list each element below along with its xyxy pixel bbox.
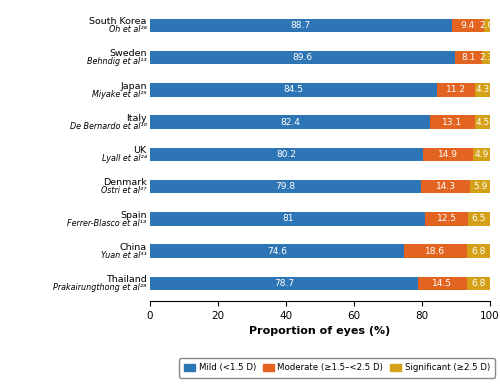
Text: Behndig et al¹³: Behndig et al¹³ [87,58,146,66]
Text: 14.9: 14.9 [438,150,458,159]
Text: Prakairungthong et al²⁸: Prakairungthong et al²⁸ [53,283,146,292]
Bar [422,180,470,193]
Text: 6.5: 6.5 [472,214,486,223]
Bar [468,212,490,226]
X-axis label: Proportion of eyes (%): Proportion of eyes (%) [250,326,390,336]
Text: 13.1: 13.1 [442,118,462,127]
Text: 2.3: 2.3 [479,53,493,62]
Bar [454,51,482,64]
Text: 79.8: 79.8 [276,182,295,191]
Text: 84.5: 84.5 [284,85,304,95]
Bar [150,244,404,258]
Text: Italy: Italy [126,114,146,123]
Text: South Korea: South Korea [89,17,146,26]
Text: 6.8: 6.8 [472,247,486,256]
Bar [150,147,422,161]
Bar [404,244,467,258]
Text: 89.6: 89.6 [292,53,312,62]
Text: De Bernardo et al¹⁶: De Bernardo et al¹⁶ [70,122,146,131]
Bar [430,115,474,129]
Text: 82.4: 82.4 [280,118,300,127]
Text: 9.4: 9.4 [460,21,474,30]
Text: Miyake et al²⁵: Miyake et al²⁵ [92,90,146,98]
Text: 4.3: 4.3 [476,85,490,95]
Text: 6.8: 6.8 [472,279,486,288]
Text: Japan: Japan [120,81,146,91]
Text: 4.5: 4.5 [475,118,490,127]
Text: 2.0: 2.0 [480,21,494,30]
Text: Oh et al²⁸: Oh et al²⁸ [108,25,146,34]
Text: 14.3: 14.3 [436,182,456,191]
Bar [482,51,490,64]
Text: Sweden: Sweden [109,49,146,58]
Bar [474,115,490,129]
Text: Lyall et al²⁴: Lyall et al²⁴ [102,154,146,163]
Text: 12.5: 12.5 [436,214,456,223]
Bar [418,277,467,290]
Bar [150,19,452,32]
Text: 18.6: 18.6 [425,247,446,256]
Text: 88.7: 88.7 [290,21,311,30]
Text: Ostri et al²⁷: Ostri et al²⁷ [101,186,146,195]
Bar [474,147,490,161]
Text: 14.5: 14.5 [432,279,452,288]
Bar [484,19,490,32]
Text: 81: 81 [282,214,294,223]
Text: 78.7: 78.7 [274,279,294,288]
Text: 5.9: 5.9 [473,182,487,191]
Text: UK: UK [134,146,146,155]
Text: 11.2: 11.2 [446,85,466,95]
Text: Denmark: Denmark [103,178,146,187]
Bar [150,212,425,226]
Text: 8.1: 8.1 [461,53,475,62]
Text: 4.9: 4.9 [474,150,489,159]
Bar [426,212,468,226]
Text: Ferrer-Blasco et al¹³: Ferrer-Blasco et al¹³ [68,218,146,228]
Text: Spain: Spain [120,210,146,220]
Bar [476,83,490,97]
Bar [467,244,490,258]
Text: Thailand: Thailand [106,275,146,284]
Legend: Mild (<1.5 D), Moderate (≥1.5–<2.5 D), Significant (≥2.5 D): Mild (<1.5 D), Moderate (≥1.5–<2.5 D), S… [179,358,495,378]
Text: 74.6: 74.6 [267,247,287,256]
Bar [150,180,421,193]
Bar [467,277,490,290]
Bar [452,19,484,32]
Bar [438,83,476,97]
Text: Yuan et al³¹: Yuan et al³¹ [100,251,146,260]
Bar [422,147,474,161]
Text: 80.2: 80.2 [276,150,296,159]
Text: China: China [120,243,146,252]
Bar [150,83,438,97]
Bar [150,277,417,290]
Bar [150,115,430,129]
Bar [470,180,490,193]
Bar [150,51,454,64]
